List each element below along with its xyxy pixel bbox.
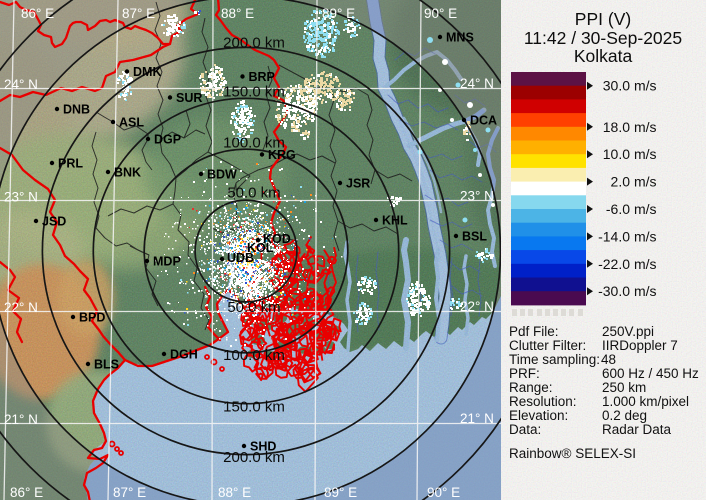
svg-text:250 km: 250 km <box>602 380 646 395</box>
svg-text:m/s: m/s <box>634 228 657 244</box>
svg-text:2.0: 2.0 <box>611 174 631 190</box>
svg-text:BDW: BDW <box>207 168 237 182</box>
svg-text:m/s: m/s <box>634 283 657 299</box>
svg-text:Data:: Data: <box>509 422 541 437</box>
svg-text:PRL: PRL <box>58 157 83 171</box>
svg-text:DCA: DCA <box>470 114 497 128</box>
svg-text:90° E: 90° E <box>427 485 460 500</box>
svg-text:m/s: m/s <box>634 78 657 94</box>
svg-text:JSD: JSD <box>42 215 66 229</box>
svg-text:SHD: SHD <box>250 440 276 454</box>
svg-text:86° E: 86° E <box>10 485 43 500</box>
svg-text:24° N: 24° N <box>460 76 494 91</box>
svg-text:21° N: 21° N <box>4 412 38 427</box>
svg-text:KHL: KHL <box>382 214 408 228</box>
svg-text:200.0 km: 200.0 km <box>223 35 285 52</box>
svg-text:KOD: KOD <box>263 232 291 246</box>
svg-text:-14.0: -14.0 <box>598 228 630 244</box>
svg-text:23° N: 23° N <box>460 189 494 204</box>
svg-text:DGH: DGH <box>170 348 198 362</box>
svg-text:22° N: 22° N <box>460 299 494 314</box>
svg-text:250V.ppi: 250V.ppi <box>602 324 654 339</box>
svg-text:50.0 km: 50.0 km <box>227 185 280 202</box>
svg-text:89° E: 89° E <box>324 485 357 500</box>
svg-text:11:42 / 30-Sep-2025: 11:42 / 30-Sep-2025 <box>524 28 682 48</box>
svg-text:DGP: DGP <box>154 133 181 147</box>
svg-text:m/s: m/s <box>634 174 657 190</box>
svg-text:88° E: 88° E <box>221 6 254 21</box>
svg-text:DMK: DMK <box>133 65 161 79</box>
svg-text:m/s: m/s <box>634 146 657 162</box>
svg-text:600 Hz / 450 Hz: 600 Hz / 450 Hz <box>602 366 699 381</box>
svg-text:m/s: m/s <box>634 201 657 217</box>
svg-text:89° E: 89° E <box>322 6 355 21</box>
svg-text:SUR: SUR <box>176 91 202 105</box>
svg-text:Kolkata: Kolkata <box>574 46 633 66</box>
svg-text:48: 48 <box>601 352 616 367</box>
svg-text:IIRDoppler 7: IIRDoppler 7 <box>602 338 678 353</box>
svg-text:22° N: 22° N <box>4 300 38 315</box>
svg-text:BRP: BRP <box>249 70 275 84</box>
svg-text:Rainbow® SELEX-SI: Rainbow® SELEX-SI <box>509 446 636 461</box>
svg-text:MNS: MNS <box>446 31 474 45</box>
svg-text:MDP: MDP <box>153 255 181 269</box>
svg-text:Resolution:: Resolution: <box>509 394 577 409</box>
svg-text:21° N: 21° N <box>460 411 494 426</box>
svg-text:10.0: 10.0 <box>603 146 630 162</box>
svg-text:DNB: DNB <box>63 103 90 117</box>
svg-text:0.2 deg: 0.2 deg <box>602 408 647 423</box>
svg-text:-22.0: -22.0 <box>598 256 630 272</box>
svg-text:KOL: KOL <box>247 241 274 255</box>
svg-text:BNK: BNK <box>114 166 141 180</box>
svg-text:88° E: 88° E <box>218 485 251 500</box>
svg-text:PPI (V): PPI (V) <box>575 9 631 29</box>
svg-text:150.0 km: 150.0 km <box>223 399 285 416</box>
svg-text:Radar Data: Radar Data <box>602 422 672 437</box>
svg-text:m/s: m/s <box>634 119 657 135</box>
svg-text:90° E: 90° E <box>424 6 457 21</box>
svg-text:PRF:: PRF: <box>509 366 540 381</box>
svg-text:Range:: Range: <box>509 380 553 395</box>
svg-text:24° N: 24° N <box>4 77 38 92</box>
svg-text:Clutter Filter:: Clutter Filter: <box>509 338 586 353</box>
svg-text:Elevation:: Elevation: <box>509 408 568 423</box>
svg-text:Time sampling:: Time sampling: <box>509 352 600 367</box>
svg-text:-30.0: -30.0 <box>598 283 630 299</box>
svg-text:23° N: 23° N <box>4 190 38 205</box>
svg-text:BLS: BLS <box>94 358 119 372</box>
svg-text:100.0 km: 100.0 km <box>223 347 285 364</box>
svg-text:KRG: KRG <box>268 148 296 162</box>
svg-text:JSR: JSR <box>346 177 370 191</box>
svg-text:87° E: 87° E <box>113 485 146 500</box>
svg-text:ASL: ASL <box>119 116 144 130</box>
svg-text:18.0: 18.0 <box>603 119 630 135</box>
svg-text:30.0: 30.0 <box>603 78 630 94</box>
svg-text:BPD: BPD <box>79 311 105 325</box>
svg-text:BSL: BSL <box>462 230 487 244</box>
svg-text:50.0 km: 50.0 km <box>227 299 280 316</box>
svg-text:UDB: UDB <box>227 251 254 265</box>
svg-text:m/s: m/s <box>634 256 657 272</box>
svg-text:-6.0: -6.0 <box>606 201 630 217</box>
svg-text:86° E: 86° E <box>21 6 54 21</box>
svg-text:150.0 km: 150.0 km <box>223 84 285 101</box>
svg-text:200.0 km: 200.0 km <box>223 449 285 466</box>
svg-text:100.0 km: 100.0 km <box>223 135 285 152</box>
svg-text:87° E: 87° E <box>122 6 155 21</box>
svg-text:Pdf File:: Pdf File: <box>509 324 559 339</box>
svg-text:1.000 km/pixel: 1.000 km/pixel <box>602 394 689 409</box>
